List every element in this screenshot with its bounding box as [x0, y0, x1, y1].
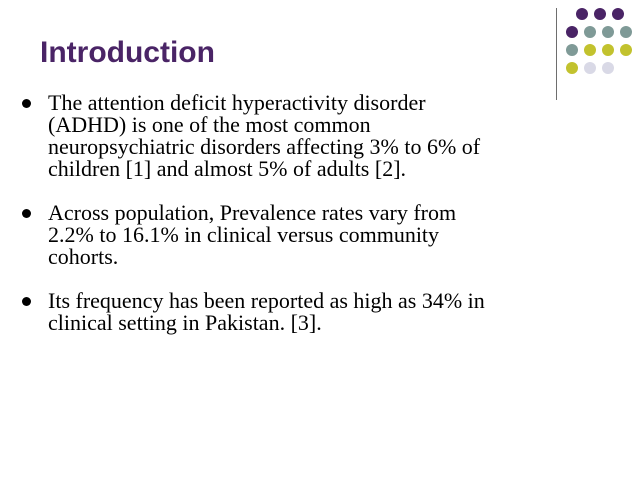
- decorative-dot: [620, 44, 632, 56]
- bullet-line: 2.2% to 16.1% in clinical versus communi…: [48, 222, 440, 247]
- bullet-line: cohorts.: [48, 244, 119, 269]
- bullet-line: children [1] and almost 5% of adults [2]…: [48, 156, 407, 181]
- bullet-line: (ADHD) is one of the most common: [48, 112, 371, 137]
- bullet-icon: [22, 209, 31, 218]
- decorative-dot: [602, 26, 614, 38]
- decorative-dot: [584, 44, 596, 56]
- bullet-item: Its frequency has been reported as high …: [22, 290, 582, 334]
- bullet-item: The attention deficit hyperactivity diso…: [22, 92, 582, 180]
- bullet-item: Across population, Prevalence rates vary…: [22, 202, 582, 268]
- bullet-line: The attention deficit hyperactivity diso…: [48, 90, 426, 115]
- decorative-dot: [584, 26, 596, 38]
- decorative-dot: [566, 44, 578, 56]
- bullet-icon: [22, 297, 31, 306]
- decorative-dot: [620, 26, 632, 38]
- bullet-list: The attention deficit hyperactivity diso…: [22, 92, 582, 356]
- decorative-dot: [576, 8, 588, 20]
- bullet-line: neuropsychiatric disorders affecting 3% …: [48, 134, 481, 159]
- slide-title: Introduction: [40, 36, 215, 69]
- decorative-dot: [612, 8, 624, 20]
- divider-line: [556, 8, 557, 100]
- bullet-line: clinical setting in Pakistan. [3].: [48, 310, 322, 335]
- bullet-line: Its frequency has been reported as high …: [48, 288, 485, 313]
- decorative-dot: [594, 8, 606, 20]
- decorative-dot: [602, 62, 614, 74]
- decorative-dot: [602, 44, 614, 56]
- decorative-dot: [566, 62, 578, 74]
- decorative-dot-grid: [566, 8, 636, 98]
- bullet-line: Across population, Prevalence rates vary…: [48, 200, 457, 225]
- decorative-dot: [584, 62, 596, 74]
- decorative-dot: [566, 26, 578, 38]
- bullet-icon: [22, 99, 31, 108]
